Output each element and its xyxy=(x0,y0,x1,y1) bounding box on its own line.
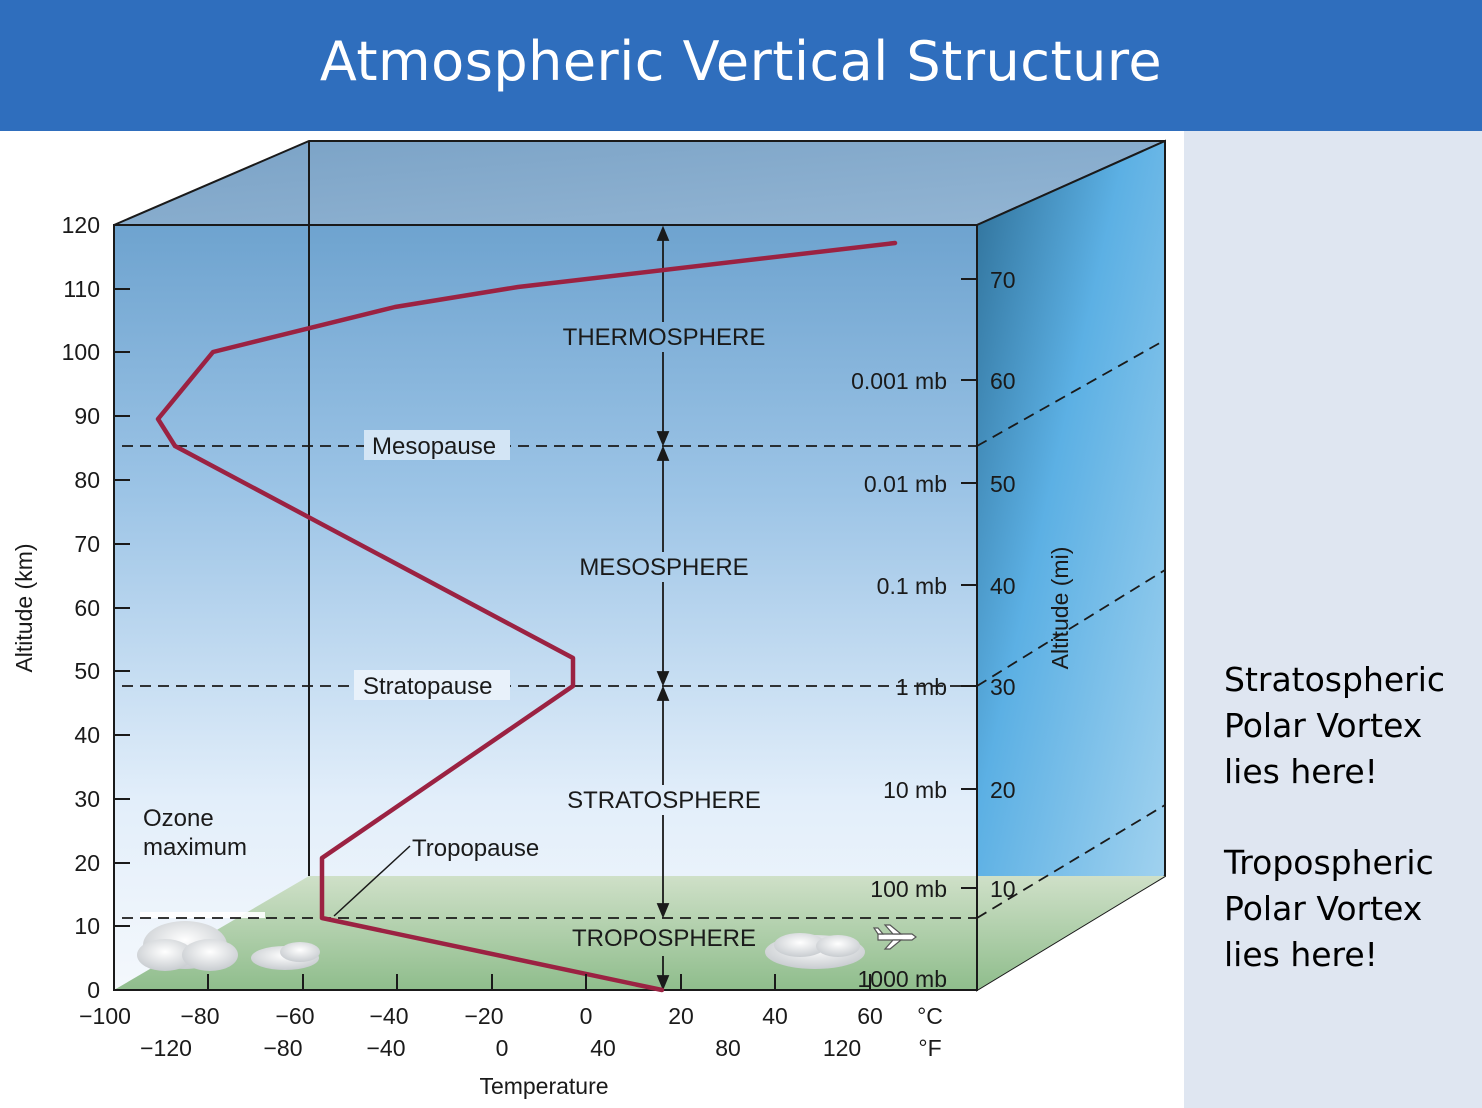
mile-tick: 40 xyxy=(990,573,1016,599)
box-front-face xyxy=(114,225,977,990)
pressure-label: 10 mb xyxy=(883,777,947,803)
pressure-label: 0.01 mb xyxy=(864,471,947,497)
km-tick: 50 xyxy=(74,658,100,684)
note-line: lies here! xyxy=(1224,935,1378,974)
note-stratospheric-vortex: Stratospheric Polar Vortex lies here! xyxy=(1224,657,1445,795)
km-tick: 110 xyxy=(63,276,100,302)
cloud-icon xyxy=(137,912,265,971)
pressure-label: 0.1 mb xyxy=(877,573,947,599)
mile-tick: 30 xyxy=(990,674,1016,700)
pressure-label: 0.001 mb xyxy=(851,368,947,394)
note-tropospheric-vortex: Tropospheric Polar Vortex lies here! xyxy=(1224,840,1434,978)
side-panel xyxy=(1184,131,1482,1108)
fahrenheit-unit: °F xyxy=(918,1035,941,1061)
temperature-axis-label: Temperature xyxy=(479,1073,608,1099)
ground-surface xyxy=(114,876,1165,990)
ozone-label: maximum xyxy=(143,834,247,861)
celsius-unit: °C xyxy=(917,1003,943,1029)
km-tick: 40 xyxy=(74,722,100,748)
celsius-tick: −40 xyxy=(369,1003,408,1029)
cloud-icon xyxy=(251,942,320,970)
ozone-label: Ozone xyxy=(143,805,214,832)
boundary-labels: Mesopause Stratopause Tropopause xyxy=(333,430,539,917)
km-tick: 20 xyxy=(74,850,100,876)
ground-right-face xyxy=(977,876,1165,990)
note-line: Polar Vortex xyxy=(1224,706,1423,745)
slide-header: Atmospheric Vertical Structure xyxy=(0,0,1482,131)
note-line: Polar Vortex xyxy=(1224,889,1423,928)
km-tick: 70 xyxy=(74,531,100,557)
boundary-lines xyxy=(122,339,1166,919)
temperature-curve xyxy=(155,240,898,993)
fahrenheit-tick: 80 xyxy=(715,1035,741,1061)
celsius-tick: 0 xyxy=(580,1003,593,1029)
km-tick: 100 xyxy=(62,339,100,365)
stratopause-label: Stratopause xyxy=(363,673,492,700)
pressure-label: 1000 mb xyxy=(857,966,947,992)
km-tick: 90 xyxy=(74,403,100,429)
mile-tick: 70 xyxy=(990,267,1016,293)
airplane-icon xyxy=(872,924,917,950)
tropopause-label: Tropopause xyxy=(412,835,539,862)
note-line: Tropospheric xyxy=(1224,843,1434,882)
celsius-tick: −60 xyxy=(275,1003,314,1029)
mile-axis-label: Altitude (mi) xyxy=(1047,547,1073,670)
layer-labels: THERMOSPHERE MESOSPHERE STRATOSPHERE TRO… xyxy=(563,324,766,952)
celsius-tick: −80 xyxy=(180,1003,219,1029)
celsius-tick: −20 xyxy=(464,1003,503,1029)
fahrenheit-tick: −80 xyxy=(263,1035,302,1061)
slide-title: Atmospheric Vertical Structure xyxy=(319,30,1163,93)
km-axis: 0 10 20 30 40 50 60 70 80 90 100 110 120… xyxy=(11,212,130,1003)
stratopause-line-side xyxy=(976,569,1166,687)
mile-tick: 50 xyxy=(990,471,1016,497)
celsius-tick: −100 xyxy=(79,1003,131,1029)
temperature-axis: −100 −80 −60 −40 −20 0 20 40 60 °C −120 … xyxy=(79,974,943,1099)
mesosphere-label: MESOSPHERE xyxy=(579,554,748,581)
mesopause-label: Mesopause xyxy=(372,433,496,460)
stratosphere-label: STRATOSPHERE xyxy=(567,787,761,814)
pressure-label: 100 mb xyxy=(870,876,947,902)
km-tick: 80 xyxy=(74,467,100,493)
mile-tick: 20 xyxy=(990,777,1016,803)
fahrenheit-tick: 120 xyxy=(823,1035,861,1061)
atmosphere-diagram: THERMOSPHERE MESOSPHERE STRATOSPHERE TRO… xyxy=(11,139,1166,1099)
celsius-tick: 40 xyxy=(762,1003,788,1029)
km-tick: 30 xyxy=(74,786,100,812)
celsius-tick: 20 xyxy=(668,1003,694,1029)
fahrenheit-tick: −120 xyxy=(140,1035,192,1061)
km-tick: 120 xyxy=(62,212,100,238)
mile-tick: 10 xyxy=(990,876,1016,902)
layer-arrows xyxy=(656,225,670,991)
fahrenheit-tick: 40 xyxy=(590,1035,616,1061)
km-tick: 10 xyxy=(74,913,100,939)
troposphere-label: TROPOSPHERE xyxy=(572,925,756,952)
tropopause-pointer xyxy=(333,845,411,917)
cloud-icon xyxy=(765,933,865,969)
km-axis-label: Altitude (km) xyxy=(11,543,37,672)
celsius-tick: 60 xyxy=(857,1003,883,1029)
fahrenheit-tick: 0 xyxy=(496,1035,509,1061)
km-tick: 0 xyxy=(87,977,100,1003)
km-tick: 60 xyxy=(74,595,100,621)
thermosphere-label: THERMOSPHERE xyxy=(563,324,766,351)
note-line: Stratospheric xyxy=(1224,660,1446,699)
pressure-label: 1 mb xyxy=(896,674,947,700)
mile-tick: 60 xyxy=(990,368,1016,394)
mile-axis: 10 20 30 40 50 60 70 Altitude (mi) xyxy=(961,267,1073,902)
fahrenheit-tick: −40 xyxy=(366,1035,405,1061)
tropopause-line-side xyxy=(976,804,1166,919)
note-line: lies here! xyxy=(1224,752,1378,791)
pressure-labels: 1000 mb 100 mb 10 mb 1 mb 0.1 mb 0.01 mb… xyxy=(851,368,947,992)
